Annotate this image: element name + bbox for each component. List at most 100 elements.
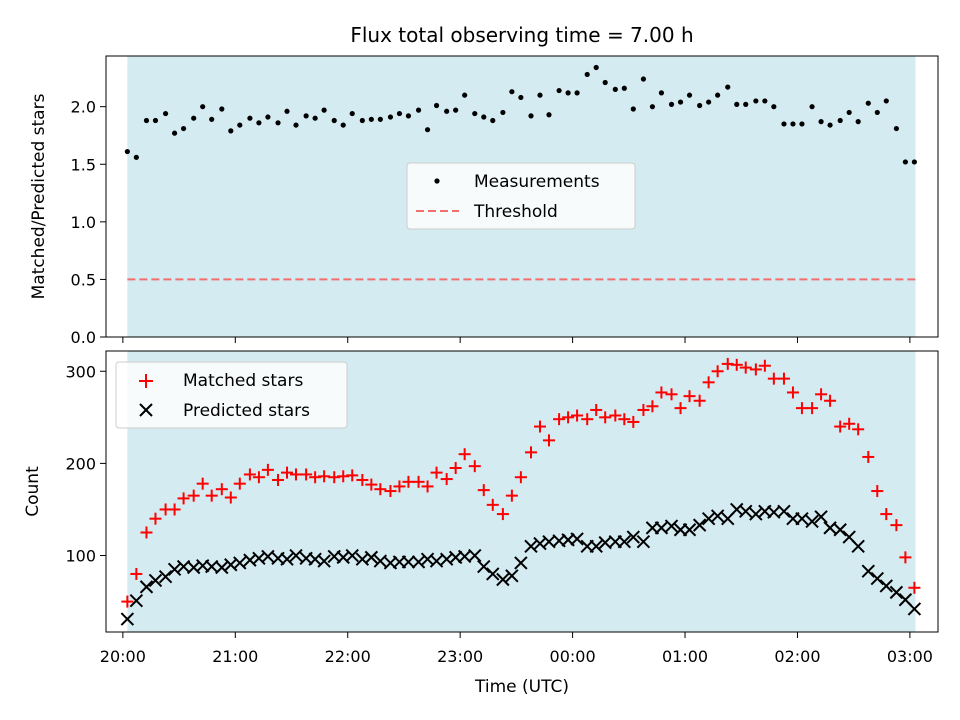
legend-measurements-marker bbox=[434, 178, 440, 184]
matched-star-point bbox=[272, 473, 285, 486]
matched-star-point bbox=[215, 483, 228, 496]
predicted-star-point bbox=[514, 556, 528, 570]
measurement-point bbox=[640, 76, 647, 82]
measurement-point bbox=[275, 120, 281, 126]
matched-star-point bbox=[599, 411, 612, 424]
matched-star-point bbox=[374, 483, 387, 496]
legend-threshold-label: Threshold bbox=[473, 202, 558, 222]
predicted-star-point bbox=[589, 539, 603, 554]
measurement-point bbox=[743, 101, 749, 107]
y-tick-label: 1.5 bbox=[71, 155, 96, 174]
top-y-ticks: 0.0 0.5 1.0 1.5 2.0 bbox=[71, 98, 106, 347]
x-tick-label: 00:00 bbox=[550, 647, 596, 666]
matched-star-point bbox=[458, 448, 471, 461]
matched-star-point bbox=[290, 468, 303, 481]
matched-star-point bbox=[834, 420, 847, 433]
top-legend-box bbox=[406, 162, 636, 230]
y-tick-label: 100 bbox=[65, 547, 96, 566]
measurement-point bbox=[574, 90, 580, 96]
matched-star-point bbox=[590, 403, 603, 416]
measurement-point bbox=[500, 109, 506, 116]
matched-star-point bbox=[711, 365, 724, 378]
matched-star-point bbox=[224, 491, 237, 504]
matched-star-point bbox=[281, 466, 294, 479]
predicted-star-point bbox=[401, 555, 416, 569]
predicted-star-point bbox=[739, 504, 753, 519]
y-tick-label: 2.0 bbox=[71, 98, 96, 117]
matched-star-point bbox=[739, 361, 752, 374]
predicted-star-point bbox=[626, 530, 641, 544]
predicted-star-point bbox=[468, 548, 482, 563]
matched-star-point bbox=[486, 498, 499, 511]
matched-star-point bbox=[261, 463, 274, 476]
matched-star-point bbox=[233, 477, 246, 490]
measurement-point bbox=[237, 122, 243, 128]
matched-star-point bbox=[346, 469, 359, 482]
measurement-point bbox=[715, 92, 721, 98]
measurement-point bbox=[265, 114, 271, 120]
measurement-point bbox=[612, 86, 618, 92]
matched-star-point bbox=[683, 390, 696, 403]
measurement-point bbox=[219, 106, 225, 112]
predicted-star-point bbox=[139, 580, 154, 594]
predicted-star-point bbox=[477, 559, 491, 574]
predicted-star-point bbox=[692, 518, 707, 532]
matched-star-point bbox=[140, 526, 153, 539]
measurement-point bbox=[124, 148, 130, 155]
matched-star-point bbox=[300, 468, 313, 481]
bottom-y-ticks: 100 200 300 bbox=[65, 362, 106, 566]
predicted-star-point bbox=[682, 523, 697, 537]
predicted-star-point bbox=[710, 509, 725, 523]
measurement-point bbox=[143, 117, 150, 124]
matched-star-point bbox=[852, 423, 865, 436]
legend-matched-marker bbox=[139, 374, 153, 388]
predicted-star-point bbox=[120, 612, 135, 626]
bottom-axes-frame bbox=[105, 350, 939, 633]
matched-star-point bbox=[412, 475, 425, 488]
predicted-star-point bbox=[777, 504, 791, 519]
matched-star-point bbox=[665, 388, 678, 401]
predicted-star-point bbox=[233, 556, 247, 570]
legend-predicted-label: Predicted stars bbox=[183, 401, 310, 421]
measurement-point bbox=[658, 90, 665, 96]
measurement-point bbox=[200, 104, 206, 110]
measurement-point bbox=[771, 104, 777, 110]
matched-star-point bbox=[843, 417, 856, 430]
y-tick-label: 0.5 bbox=[71, 270, 96, 289]
matched-star-point bbox=[318, 470, 331, 483]
y-tick-label: 200 bbox=[65, 454, 96, 473]
measurement-point bbox=[556, 87, 562, 94]
matched-star-point bbox=[196, 477, 209, 490]
x-tick-label: 23:00 bbox=[437, 647, 483, 666]
predicted-star-point bbox=[345, 548, 359, 563]
measurement-point bbox=[911, 159, 917, 165]
measurement-point bbox=[846, 109, 852, 116]
matched-star-point bbox=[149, 512, 162, 525]
measurement-point bbox=[902, 159, 908, 165]
predicted-star-point bbox=[749, 507, 763, 521]
bottom-panel: 100 200 300 20:00 21:00 22:00 23:00 00:00 01:00… bbox=[23, 350, 939, 697]
measurement-point bbox=[191, 115, 197, 121]
matched-star-point bbox=[815, 388, 828, 401]
measurement-point bbox=[331, 117, 337, 124]
measurement-point bbox=[546, 112, 552, 118]
measurement-point bbox=[790, 121, 796, 127]
measurement-point bbox=[433, 102, 440, 109]
predicted-star-point bbox=[280, 552, 294, 566]
predicted-stars-points bbox=[120, 502, 922, 626]
measurement-point bbox=[725, 84, 731, 90]
x-axis-label: Time (UTC) bbox=[474, 677, 569, 697]
measurement-point bbox=[799, 121, 805, 127]
measurement-point bbox=[162, 110, 169, 117]
predicted-star-point bbox=[617, 535, 632, 549]
predicted-star-point bbox=[795, 511, 809, 526]
matched-star-point bbox=[402, 475, 415, 488]
measurement-point bbox=[396, 110, 403, 117]
x-tick-label: 03:00 bbox=[887, 647, 933, 666]
matched-star-point bbox=[890, 519, 903, 532]
measurement-point bbox=[405, 113, 412, 119]
measurement-point bbox=[490, 117, 496, 124]
predicted-star-point bbox=[805, 514, 819, 529]
matched-star-point bbox=[177, 492, 190, 505]
